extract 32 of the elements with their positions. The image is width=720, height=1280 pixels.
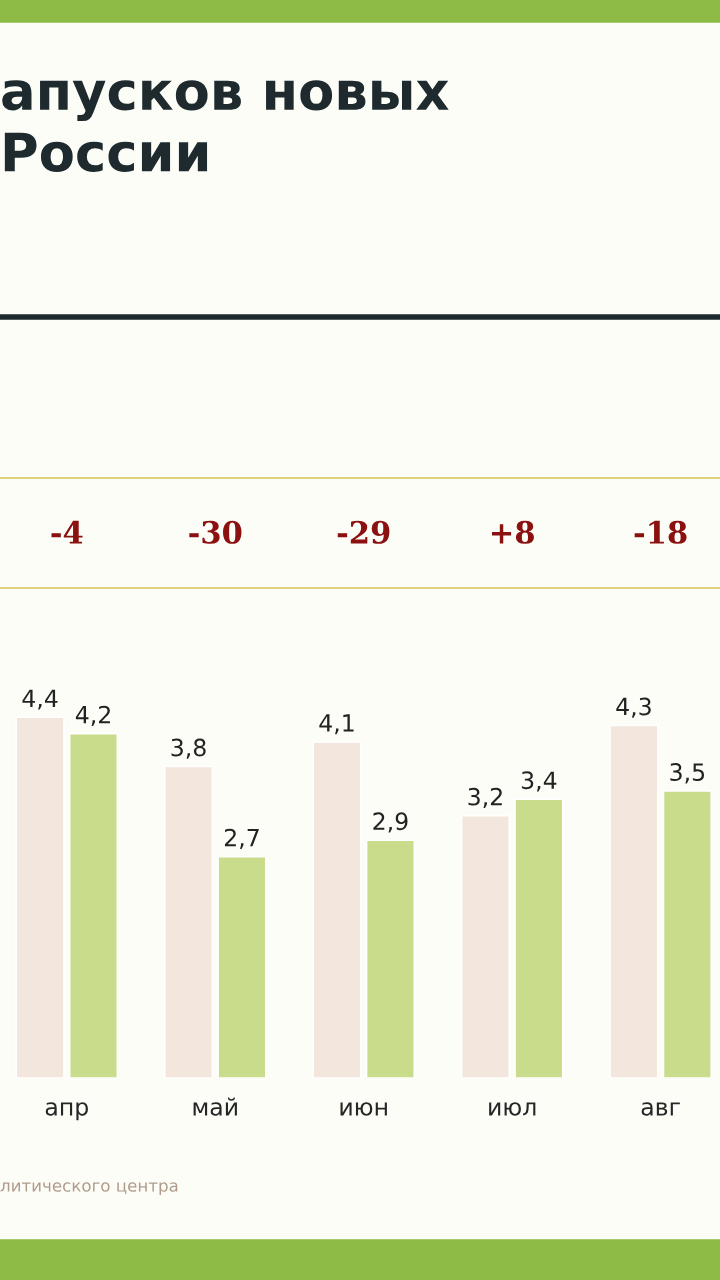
bar xyxy=(365,839,415,1078)
text: +8 xyxy=(491,520,534,544)
data-label: 4,4 xyxy=(22,689,58,710)
x-tick-label: июн xyxy=(340,1102,387,1116)
data-label: 4,1 xyxy=(319,714,354,735)
x-tick-label: авг xyxy=(641,1102,680,1116)
x-tick-label: июл xyxy=(489,1102,536,1116)
data-label: 3,5 xyxy=(670,763,705,784)
text: -29 xyxy=(337,520,390,544)
text: литического центра xyxy=(0,1182,178,1196)
data-label: 3,8 xyxy=(171,738,206,759)
bar xyxy=(217,855,267,1078)
bar xyxy=(69,733,118,1078)
chart-title: апусков новых России xyxy=(2,80,449,172)
bar xyxy=(15,716,65,1078)
bar xyxy=(312,741,362,1078)
bar xyxy=(609,724,659,1078)
bar xyxy=(164,765,213,1078)
data-label: 2,7 xyxy=(224,828,259,849)
bar xyxy=(514,798,564,1078)
x-tick-label: май xyxy=(193,1097,237,1116)
bar xyxy=(460,815,510,1078)
data-label: 4,3 xyxy=(616,697,651,718)
text: -18 xyxy=(634,520,687,544)
data-label: 3,2 xyxy=(468,787,502,808)
data-label: 3,4 xyxy=(521,771,557,792)
x-tick-label: апр xyxy=(45,1102,88,1121)
text: -30 xyxy=(189,520,242,544)
data-label: 2,9 xyxy=(373,812,408,833)
data-label: 4,2 xyxy=(75,705,110,727)
text: -4 xyxy=(51,520,83,544)
bar xyxy=(662,790,712,1078)
